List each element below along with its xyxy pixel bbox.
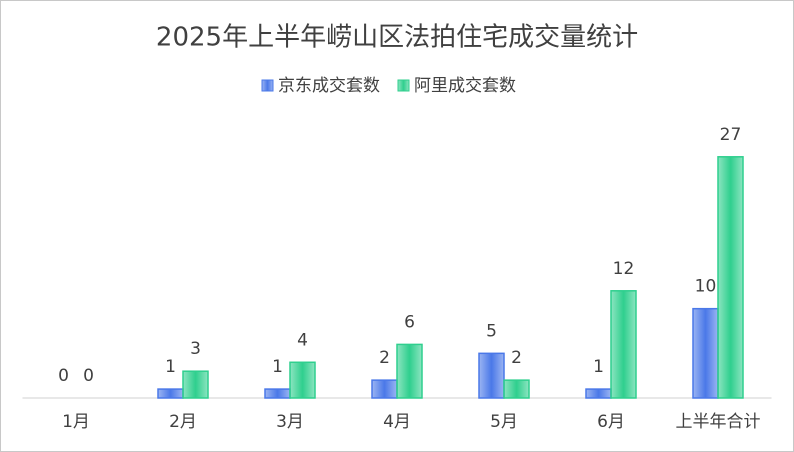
data-label: 0 [58,366,69,386]
data-label: 4 [297,330,308,350]
data-label: 3 [190,339,201,359]
x-tick-label: 2月 [169,412,197,432]
data-label: 0 [83,366,94,386]
x-tick-label: 5月 [490,412,518,432]
x-tick-label: 1月 [62,412,90,432]
bar [585,388,612,399]
data-label: 6 [404,312,415,332]
bar [157,388,184,399]
x-tick-label: 6月 [597,412,625,432]
bar [692,307,719,399]
bar [182,370,209,399]
data-label: 1 [593,357,604,377]
bar [503,379,530,399]
bar [264,388,291,399]
legend-swatch [261,79,274,92]
legend-label: 阿里成交套数 [414,76,516,96]
x-tick-label: 上半年合计 [676,412,761,432]
bar [396,343,423,399]
bar [478,352,505,399]
x-tick-label: 3月 [276,412,304,432]
data-label: 2 [379,348,390,368]
data-label: 27 [720,125,742,145]
data-label: 5 [486,321,497,341]
data-label: 2 [511,348,522,368]
data-label: 1 [165,357,176,377]
bar [717,156,744,399]
bar [610,290,637,399]
data-label: 1 [272,357,283,377]
x-tick-label: 4月 [383,412,411,432]
bar [289,361,316,399]
data-label: 12 [613,259,635,279]
legend-swatch [397,79,410,92]
bar [371,379,398,399]
legend-label: 京东成交套数 [278,76,380,96]
chart-title: 2025年上半年崂山区法拍住宅成交量统计 [156,23,638,53]
data-label: 10 [695,277,717,297]
